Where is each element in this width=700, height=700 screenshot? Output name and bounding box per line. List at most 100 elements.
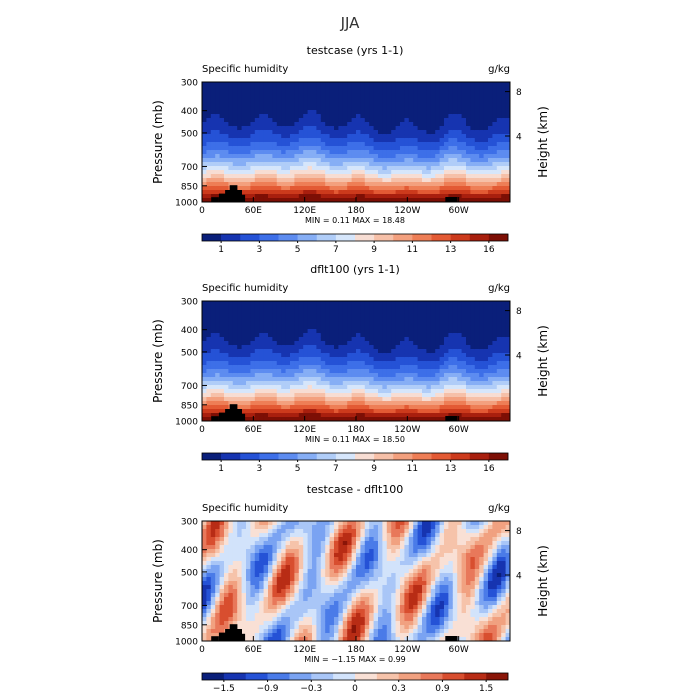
field-cell [254,625,260,630]
field-cell [369,397,374,402]
field-cell [334,417,339,422]
field-cell [228,94,234,99]
field-cell [303,82,308,87]
field-cell [408,114,414,119]
field-cell [391,86,396,91]
field-cell [281,417,286,422]
field-cell [316,174,322,179]
field-cell [391,357,396,362]
field-cell [237,321,242,326]
field-cell [351,361,357,366]
field-cell [347,134,352,139]
field-cell [395,401,401,406]
field-cell [224,577,229,582]
field-cell [488,98,493,103]
field-cell [466,361,471,366]
field-cell [241,385,247,390]
field-cell [312,114,317,119]
field-cell [254,122,260,127]
field-cell [254,589,260,594]
field-cell [237,393,242,398]
field-cell [320,182,326,187]
field-cell [461,409,467,414]
field-cell [219,365,225,370]
field-cell [461,389,467,394]
field-cell [364,309,370,314]
y-tick-label: 400 [181,107,198,117]
field-cell [237,369,242,374]
field-cell [461,154,467,159]
field-cell [259,613,264,618]
field-cell [439,162,445,167]
field-cell [224,82,229,87]
field-cell [452,397,458,402]
field-cell [501,357,506,362]
field-cell [259,126,264,131]
field-cell [206,122,212,127]
y-tick-label: 700 [181,382,198,392]
field-cell [391,393,396,398]
field-cell [444,329,449,334]
field-cell [316,110,322,115]
field-cell [290,397,295,402]
field-cell [342,198,348,203]
field-cell [312,353,317,358]
field-cell [202,329,207,334]
field-cell [228,178,234,183]
field-cell [386,325,392,330]
field-cell [457,126,462,131]
field-cell [312,198,317,203]
field-cell [404,313,410,318]
field-cell [395,393,401,398]
field-cell [369,401,374,406]
field-cell [272,186,278,191]
field-cell [417,333,423,338]
field-cell [448,98,454,103]
field-cell [369,142,374,147]
field-cell [408,317,414,322]
field-cell [452,166,458,171]
field-cell [417,377,423,382]
field-cell [391,182,396,187]
field-cell [386,341,392,346]
field-cell [488,329,493,334]
field-cell [224,553,229,558]
field-cell [224,597,229,602]
field-cell [241,389,247,394]
field-cell [259,309,264,314]
field-cell [496,405,502,410]
field-cell [215,413,220,418]
field-cell [259,537,264,542]
field-cell [268,417,273,422]
field-cell [400,102,405,107]
field-cell [347,150,352,155]
field-cell [356,198,361,203]
field-cell [285,130,291,135]
colorbar-swatch [431,453,451,460]
field-cell [461,321,467,326]
field-cell [479,373,484,378]
field-cell [334,353,339,358]
field-cell [408,150,414,155]
field-cell [457,110,462,115]
field-cell [202,345,207,350]
field-cell [290,150,295,155]
field-cell [373,401,379,406]
field-cell [268,174,273,179]
field-cell [435,118,440,123]
field-cell [329,333,335,338]
field-cell [202,138,207,143]
field-cell [202,589,207,594]
field-cell [210,146,216,151]
field-cell [360,98,366,103]
field-cell [461,369,467,374]
field-cell [224,353,229,358]
field-cell [501,385,506,390]
field-cell [276,393,282,398]
field-cell [219,537,225,542]
field-cell [408,373,414,378]
field-cell [347,409,352,414]
field-cell [228,90,234,95]
field-cell [395,329,401,334]
field-cell [404,82,410,87]
